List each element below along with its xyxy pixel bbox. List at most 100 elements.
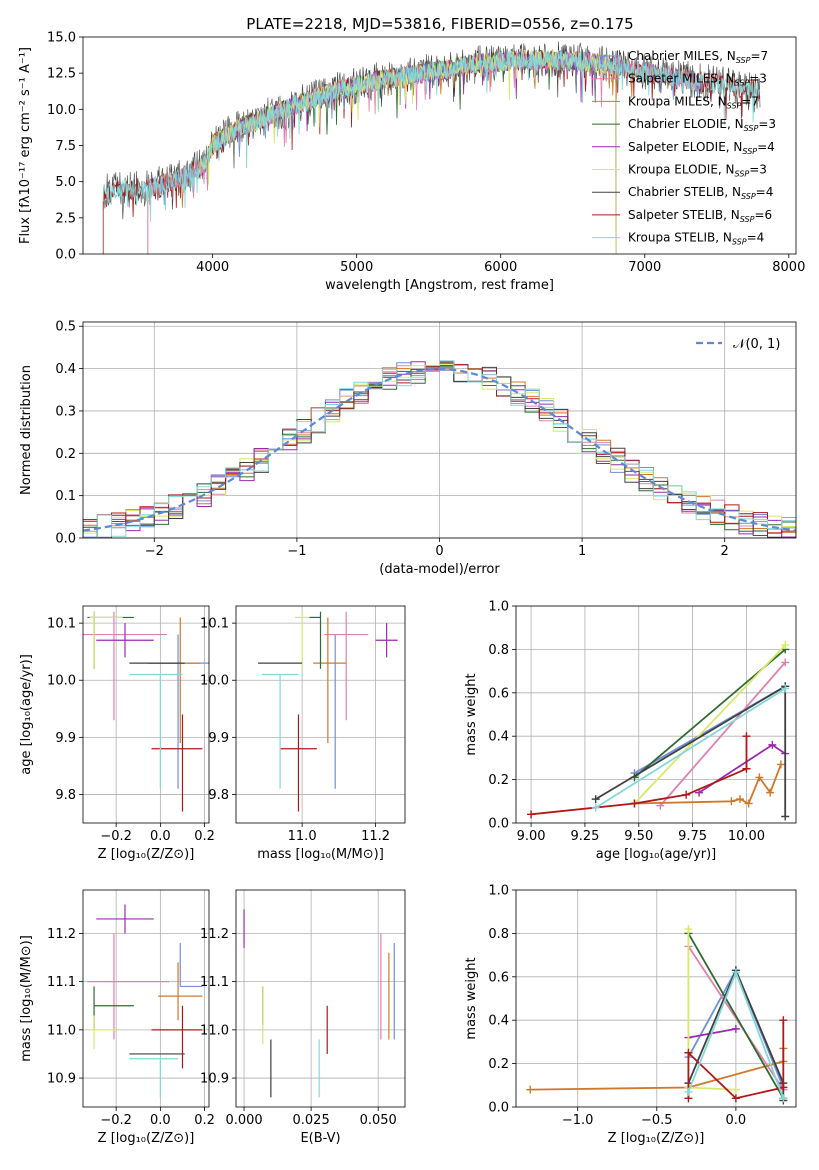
axes: −2 −1 0 1 2 0.0 0.1 0.2 0.3 0.4 0.5 (data-model)/er… <box>19 320 729 577</box>
axes: −1.0 −0.5 0.0 0.0 0.2 0.4 0.6 0.8 1.0 Z [log₁₀(Z/… <box>464 884 746 1147</box>
panels: 4000 5000 6000 7000 80000.02.55.07.510.012.5… <box>18 31 805 1147</box>
errorbar-kroupa-elodie <box>89 611 123 669</box>
x-tick-label: 0 <box>435 544 443 559</box>
y-tick-label: 10.0 <box>47 674 76 689</box>
point-marker <box>776 760 785 769</box>
y-tick-label: 0.4 <box>488 1014 509 1029</box>
point-marker <box>779 1016 788 1025</box>
errorbar-salpeter-elodie <box>375 623 398 658</box>
y-tick-label: 5.0 <box>55 175 76 190</box>
y-tick-label: 9.8 <box>208 788 229 803</box>
y-tick-label: 0.4 <box>55 362 76 377</box>
y-tick-label: 15.0 <box>47 31 76 46</box>
plot-area <box>516 890 796 1107</box>
series-salpeter-stelib <box>527 732 751 819</box>
x-axis-label: Z [log₁₀(Z/Z⊙)] <box>98 847 195 862</box>
x-tick-label: 0.0 <box>150 829 171 844</box>
y-tick-label: 9.8 <box>55 788 76 803</box>
y-tick-label: 1.0 <box>488 884 509 899</box>
x-tick-label: 1 <box>578 544 586 559</box>
point-marker <box>684 925 693 934</box>
errorbar-kroupa-stelib <box>129 1058 179 1098</box>
x-axis-label: (data-model)/error <box>379 562 500 577</box>
point-marker <box>781 812 790 821</box>
panel-spectrum: 4000 5000 6000 7000 8000 0.0 2.5 5.0 7.5 10.0 12.5… <box>18 31 805 294</box>
y-tick-label: 0.8 <box>488 927 509 942</box>
point-marker <box>727 797 736 806</box>
x-tick-label: −0.2 <box>100 1113 132 1128</box>
y-tick-label: 0.1 <box>55 489 76 504</box>
point-marker <box>755 773 764 782</box>
x-tick-label: 9.50 <box>624 829 653 844</box>
y-tick-label: 2.5 <box>55 211 76 226</box>
series-kroupa-stelib <box>591 684 790 812</box>
y-tick-label: 0.3 <box>55 404 76 419</box>
axes: 4000 5000 6000 7000 8000 0.0 2.5 5.0 7.5 10.0 12.5… <box>18 31 805 294</box>
axes-frame <box>515 889 797 1108</box>
point-marker <box>591 795 600 804</box>
plot-area <box>83 890 209 1107</box>
errorbar-kroupa-elodie <box>294 611 310 669</box>
x-tick-label: 4000 <box>196 260 229 275</box>
x-axis-label: mass [log₁₀(M/M⊙)] <box>257 847 384 862</box>
x-tick-label: −0.2 <box>100 829 132 844</box>
x-axis-label: wavelength [Angstrom, rest frame] <box>325 278 554 293</box>
legend-label: Kroupa ELODIE, NSSP=3 <box>628 163 767 179</box>
point-marker <box>731 1024 740 1033</box>
y-tick-label: 0.8 <box>488 643 509 658</box>
errorbar-salpeter-miles <box>324 611 369 721</box>
point-marker <box>736 795 744 804</box>
x-tick-label: 11.0 <box>288 829 317 844</box>
x-tick-label: 8000 <box>772 260 805 275</box>
x-tick-label: 0.050 <box>360 1113 397 1128</box>
y-tick-label: 0.2 <box>488 773 509 788</box>
y-axis-label: Flux [fλ10⁻¹⁷ erg cm⁻² s⁻¹ A⁻¹] <box>18 47 33 244</box>
axes: 9.00 9.25 9.50 9.75 10.00 0.0 0.2 0.4 0.6 0.8 1.0 a… <box>464 600 765 863</box>
x-tick-label: 5000 <box>340 260 373 275</box>
y-tick-label: 10.0 <box>200 674 229 689</box>
point-marker <box>742 732 751 741</box>
y-tick-label: 0.0 <box>55 248 76 263</box>
x-axis-label: E(B-V) <box>300 1131 340 1146</box>
point-marker <box>684 1048 693 1057</box>
plot-area <box>83 606 209 823</box>
plot-area <box>236 890 405 1107</box>
plot-area <box>516 606 796 823</box>
point-marker <box>781 684 790 693</box>
errorbar-kroupa-elodie <box>89 1015 117 1050</box>
x-tick-label: 0.000 <box>225 1113 262 1128</box>
x-tick-label: −0.5 <box>641 1113 673 1128</box>
y-tick-label: 9.9 <box>208 731 229 746</box>
y-tick-label: 11.1 <box>200 975 229 990</box>
panel-mass_vs_Z: −0.2 0.0 0.2 10.9 11.0 11.1 11.2 Z [log₁₀(Z/Z⊙)… <box>19 889 215 1146</box>
x-tick-label: 9.75 <box>678 829 707 844</box>
y-tick-label: 0.5 <box>55 320 76 335</box>
y-axis-label: Normed distribution <box>19 365 34 495</box>
axes: −0.2 0.0 0.2 10.9 11.0 11.1 11.2 Z [log₁₀(Z/Z⊙)… <box>19 927 215 1146</box>
axes-frame <box>515 605 797 824</box>
x-axis-label: Z [log₁₀(Z/Z⊙)] <box>608 1131 705 1146</box>
y-tick-label: 0.2 <box>55 447 76 462</box>
y-tick-label: 7.5 <box>55 139 76 154</box>
figure-title: PLATE=2218, MJD=53816, FIBERID=0556, z=0… <box>246 15 633 33</box>
axes-frame <box>235 605 406 824</box>
axes: 0.000 0.025 0.050 10.9 11.0 11.1 11.2 E(B-V) <box>200 927 397 1146</box>
panel-mass_weight_vs_age: 9.00 9.25 9.50 9.75 10.00 0.0 0.2 0.4 0.6 0.8 1.0 a… <box>464 600 797 863</box>
legend: Chabrier MILES, NSSP=7 Salpeter MILES, NS… <box>592 49 776 247</box>
x-tick-label: 9.25 <box>570 829 599 844</box>
y-axis-label: mass weight <box>464 957 479 1039</box>
x-tick-label: 0.2 <box>194 829 215 844</box>
series-line <box>595 687 786 809</box>
y-tick-label: 10.1 <box>47 617 76 632</box>
y-tick-label: 0.0 <box>488 817 509 832</box>
x-tick-label: −2 <box>145 544 164 559</box>
legend-label: Salpeter STELIB, NSSP=6 <box>628 208 772 224</box>
point-marker <box>779 1083 788 1092</box>
axes-frame <box>82 36 797 255</box>
legend-label: Salpeter MILES, NSSP=3 <box>628 72 767 88</box>
errorbar-salpeter-stelib <box>151 1005 203 1069</box>
point-marker <box>742 764 751 773</box>
axes: 11.0 11.2 9.8 9.9 10.0 10.1 mass [log₁₀(M/M⊙)] <box>200 617 390 862</box>
x-tick-label: 7000 <box>628 260 661 275</box>
errorbar-kroupa-stelib <box>129 673 183 789</box>
